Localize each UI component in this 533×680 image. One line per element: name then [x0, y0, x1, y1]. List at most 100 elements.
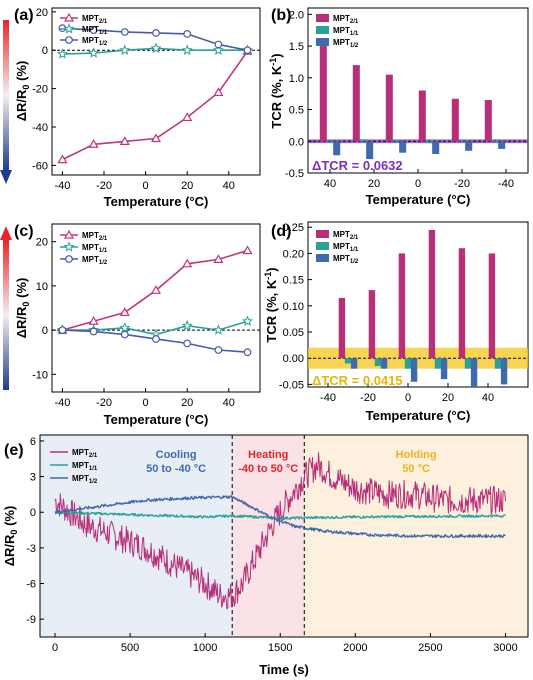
y-tick-label: -0.5: [285, 168, 304, 180]
data-point: [183, 30, 192, 38]
y-tick-label: 20: [36, 7, 48, 19]
delta-tcr-annotation: ΔTCR = 0.0415: [312, 373, 403, 388]
x-tick-label: -20: [454, 178, 470, 190]
panel-label-e: (e): [4, 442, 24, 459]
x-tick-label: 0: [405, 392, 411, 404]
x-tick-label: 0: [415, 178, 421, 190]
y-tick-label: 2.0: [289, 9, 304, 21]
data-point: [212, 44, 224, 55]
legend-marker: [65, 255, 73, 263]
time-series-line: [54, 510, 506, 520]
legend-label: MPT2/1: [82, 14, 108, 25]
bar: [428, 229, 436, 359]
legend-label: MPT1/2: [72, 474, 98, 485]
y-tick-label: -9: [26, 614, 36, 626]
bar: [338, 297, 346, 359]
data-point: [181, 44, 193, 55]
bar: [425, 141, 433, 144]
legend-marker: [63, 241, 75, 252]
panel-label-d: (d): [271, 223, 291, 240]
bar: [380, 358, 388, 369]
bar: [385, 74, 393, 142]
bar: [451, 98, 459, 142]
phase-title: Cooling: [156, 449, 197, 461]
x-tick-label: 20: [181, 397, 193, 409]
x-tick-label: -40: [320, 392, 336, 404]
time-series-line: [54, 452, 506, 610]
data-point: [120, 330, 129, 339]
bar: [434, 358, 442, 369]
data-point: [214, 40, 223, 49]
x-tick-label: 20: [442, 392, 454, 404]
data-point: [119, 136, 130, 146]
legend-swatch: [316, 26, 329, 34]
y-tick-label: 6: [30, 436, 36, 448]
data-point: [88, 139, 99, 148]
legend-label: MPT1/1: [333, 26, 359, 37]
y-tick-label: -3: [26, 543, 36, 555]
data-point: [182, 112, 193, 122]
bar: [368, 290, 376, 359]
x-tick-label: -40: [54, 397, 70, 409]
delta-tcr-annotation: ΔTCR = 0.0632: [312, 158, 403, 173]
panel-c-ylabel: ΔR/R0 (%): [14, 278, 31, 339]
legend-label: MPT1/1: [82, 25, 108, 36]
panel-b-ylabel: TCR (%, K-1): [268, 53, 284, 128]
y-tick-label: 0.20: [283, 248, 304, 260]
legend-swatch: [316, 254, 329, 262]
x-tick-label: 20: [181, 180, 193, 192]
x-tick-label: 0: [143, 180, 149, 192]
y-tick-label: 3: [30, 472, 36, 484]
bar: [494, 358, 502, 369]
panel-a-xlabel: Temperature (°C): [104, 194, 209, 209]
legend-label: MPT2/1: [72, 448, 98, 459]
x-tick-label: 40: [482, 392, 494, 404]
legend-marker: [63, 12, 75, 22]
panel-c-chart: ΔR/R0 (%) Temperature (°C) -40 -20 0 20 40 -1…: [14, 223, 261, 427]
data-point: [150, 42, 162, 54]
panel-d-ylabel: TCR (%, K-1): [263, 267, 279, 342]
y-tick-label: 0: [42, 45, 48, 57]
x-tick-label: 2000: [343, 642, 367, 654]
x-tick-label: -20: [360, 392, 376, 404]
bar: [319, 46, 327, 142]
bar: [458, 248, 466, 359]
x-tick-label: 2500: [418, 642, 442, 654]
y-tick-label: -40: [32, 122, 48, 134]
legend-label: MPT2/1: [333, 14, 359, 25]
data-point: [119, 44, 131, 55]
panel-d-chart: TCR (%, K-1) Temperature (°C) -40 -20 0 20 4…: [263, 221, 529, 423]
data-point: [241, 315, 254, 326]
panel-b-xlabel: Temperature (°C): [366, 192, 471, 207]
bar: [359, 139, 367, 142]
bar: [352, 65, 360, 142]
phase-region: [232, 435, 305, 637]
bar: [432, 141, 440, 154]
bar: [500, 358, 508, 385]
data-point: [183, 339, 192, 348]
data-point: [242, 245, 253, 255]
bar: [440, 358, 448, 380]
y-tick-label: 10: [36, 281, 48, 293]
x-tick-label: 0: [143, 397, 149, 409]
phase-range: 50 °C: [402, 463, 430, 475]
data-point: [119, 322, 131, 333]
data-point: [120, 28, 129, 36]
plot-frame: [39, 434, 529, 638]
data-point: [89, 327, 98, 336]
x-tick-label: 40: [223, 180, 235, 192]
x-tick-label: 500: [121, 642, 139, 654]
x-tick-label: 3000: [493, 642, 517, 654]
data-point: [213, 87, 224, 97]
gradient-arrow-down: [0, 20, 12, 184]
legend-swatch: [316, 242, 329, 250]
y-tick-label: 1.5: [289, 41, 304, 53]
bar: [374, 358, 382, 367]
data-point: [56, 48, 68, 59]
panel-e-xlabel: Time (s): [259, 662, 309, 677]
x-tick-label: 40: [223, 397, 235, 409]
x-tick-label: -40: [54, 180, 70, 192]
x-tick-label: 40: [324, 178, 336, 190]
data-point: [243, 46, 252, 55]
bar: [498, 141, 506, 149]
